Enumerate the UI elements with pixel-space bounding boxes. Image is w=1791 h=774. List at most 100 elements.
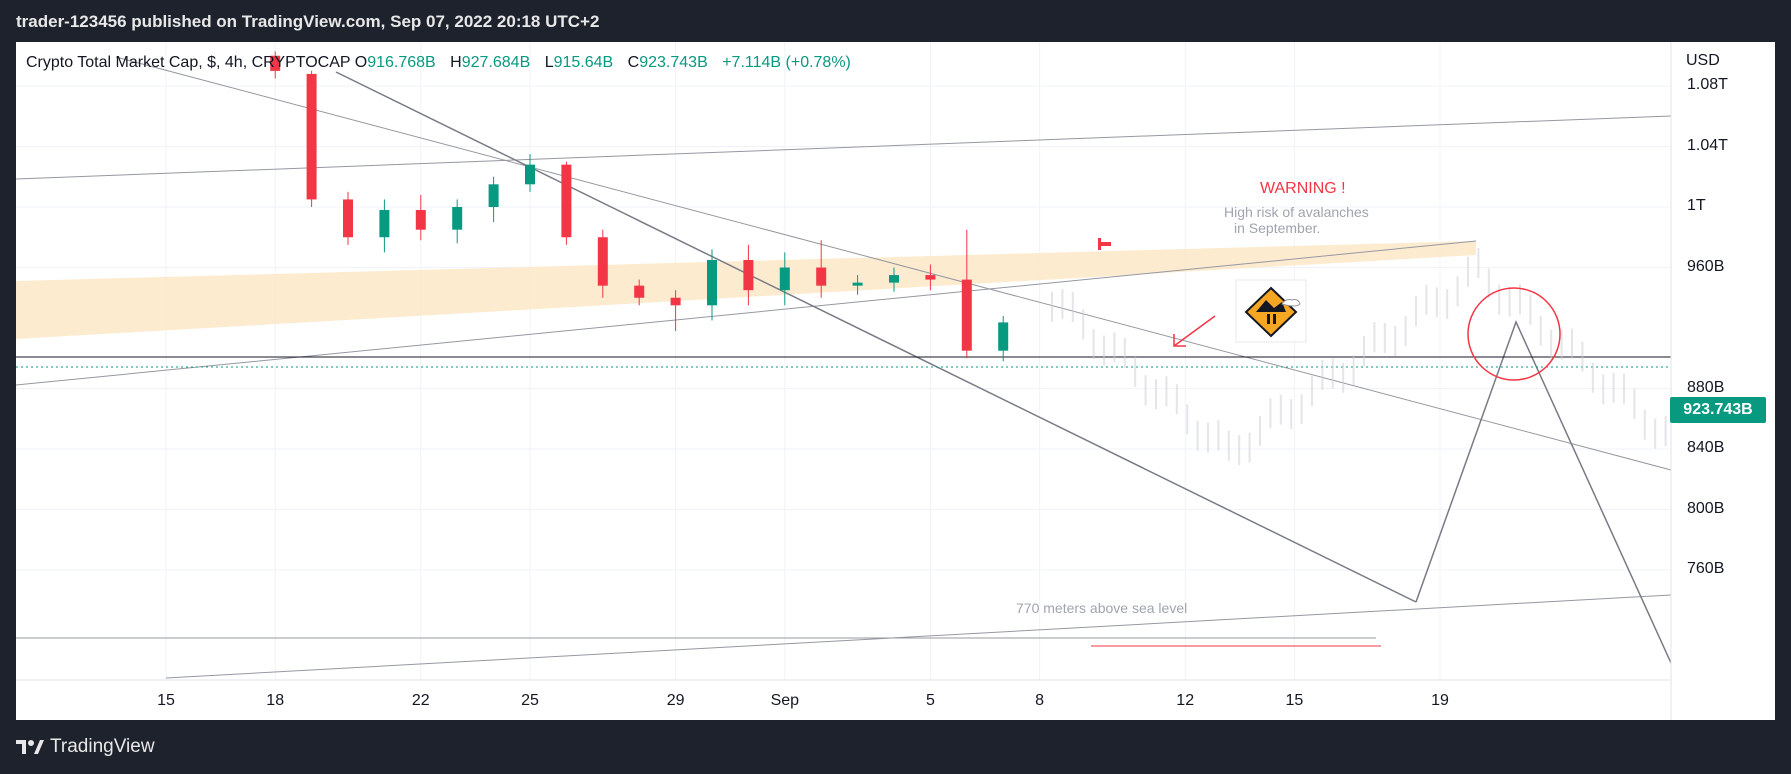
ghost-bar xyxy=(1248,432,1251,463)
ghost-bar xyxy=(1477,247,1480,278)
candle xyxy=(415,194,426,241)
publish-info: trader-123456 published on TradingView.c… xyxy=(16,12,600,31)
red-arrow-icon xyxy=(1173,315,1216,347)
ghost-bar xyxy=(1279,394,1282,425)
ghost-bar xyxy=(1238,435,1241,466)
footer-bar: TradingView xyxy=(0,720,1791,774)
ghost-bar xyxy=(1207,422,1209,453)
ghost-bar xyxy=(1456,276,1459,307)
candle xyxy=(779,252,790,306)
tradingview-logo[interactable]: TradingView xyxy=(16,736,155,758)
candle xyxy=(488,176,499,223)
legend-low-label: L xyxy=(544,54,554,71)
ghost-bar xyxy=(1227,430,1230,461)
ghost-bar xyxy=(1529,294,1532,325)
warning-line-1: High risk of avalanches xyxy=(1224,204,1369,220)
chart-panel[interactable]: Crypto Total Market Cap, $, 4h, CRYPTOCA… xyxy=(16,42,1775,720)
ghost-bar xyxy=(1487,268,1490,299)
ghost-bar xyxy=(1113,332,1116,363)
ghost-bar xyxy=(1196,420,1199,451)
legend-low: 915.64B xyxy=(553,54,614,71)
ghost-bar xyxy=(1550,329,1553,360)
candle xyxy=(306,70,317,207)
price-tick-label: 760B xyxy=(1687,560,1725,577)
warning-title: WARNING ! xyxy=(1260,180,1346,197)
tradingview-logo-icon xyxy=(16,740,44,754)
ghost-bar xyxy=(1300,394,1303,425)
avalanche-warning-sign-icon xyxy=(1235,279,1307,343)
ghost-bar xyxy=(1134,356,1137,387)
ghost-bar xyxy=(1633,388,1636,419)
candle xyxy=(961,229,972,359)
ghost-bar xyxy=(1103,335,1105,366)
chart-canvas[interactable] xyxy=(16,42,1775,720)
ghost-bar xyxy=(1186,404,1189,435)
symbol-legend: Crypto Total Market Cap, $, 4h, CRYPTOCA… xyxy=(26,54,861,72)
candle xyxy=(597,229,608,298)
candle xyxy=(525,154,535,192)
price-tick-label: 800B xyxy=(1687,499,1725,517)
ghost-bar xyxy=(1519,284,1521,315)
legend-close-label: C xyxy=(627,54,640,71)
price-tick-label: 840B xyxy=(1687,439,1725,456)
ghost-bar xyxy=(1061,289,1064,320)
price-tick-label: 960B xyxy=(1687,257,1725,275)
ghost-bar xyxy=(1352,355,1355,386)
flag-marker-icon xyxy=(1098,238,1111,250)
time-tick-label: 5 xyxy=(925,692,935,709)
candle xyxy=(670,290,681,332)
price-tick-label: 1T xyxy=(1687,197,1706,214)
time-tick-label: 19 xyxy=(1431,692,1449,709)
ghost-bar xyxy=(1051,291,1053,322)
ghost-bar xyxy=(1425,284,1428,315)
candle xyxy=(379,199,390,253)
candle xyxy=(343,191,353,245)
time-tick-label: 29 xyxy=(666,692,685,709)
ghost-bar xyxy=(1123,337,1126,368)
time-tick-label: 8 xyxy=(1035,692,1045,709)
ghost-bar xyxy=(1144,375,1147,406)
ghost-bar xyxy=(1071,291,1074,322)
red-circle-marker-icon xyxy=(1467,287,1561,381)
price-tick-label: 1.08T xyxy=(1687,76,1728,93)
warning-text: High risk of avalanches in September. xyxy=(1224,204,1369,236)
candle xyxy=(852,275,863,295)
long-descending-line xyxy=(115,56,1672,471)
legend-change: +7.114B (+0.78%) xyxy=(722,54,851,71)
time-tick-label: 12 xyxy=(1176,692,1195,709)
ghost-bar xyxy=(1092,329,1095,360)
ghost-bar xyxy=(1373,322,1376,353)
ghost-bar xyxy=(1311,375,1313,406)
warning-line-2: in September. xyxy=(1234,220,1321,236)
ghost-bar xyxy=(1415,296,1417,327)
legend-high: 927.684B xyxy=(461,54,531,71)
ghost-bar xyxy=(1643,409,1646,440)
ghost-projection-bars xyxy=(1051,247,1667,466)
price-tick-label: 880B xyxy=(1687,378,1725,396)
ghost-bar xyxy=(1269,398,1272,429)
ghost-bar xyxy=(1539,315,1542,346)
candle xyxy=(707,249,717,321)
ghost-bar xyxy=(1331,358,1334,389)
ghost-bar xyxy=(1612,372,1615,403)
lower-support-line xyxy=(165,594,1672,679)
ghost-bar xyxy=(1259,415,1261,446)
ghost-bar xyxy=(1155,379,1157,410)
ghost-bar xyxy=(1623,373,1625,404)
ghost-bar xyxy=(1165,376,1168,407)
time-tick-label: 15 xyxy=(1285,692,1304,709)
ghost-bar xyxy=(1591,362,1594,393)
candle xyxy=(816,240,827,298)
ghost-bar xyxy=(1321,360,1324,391)
time-tick-label: 22 xyxy=(411,692,430,709)
ghost-bar xyxy=(1217,420,1220,451)
legend-open: 916.768B xyxy=(367,54,436,71)
ghost-bar xyxy=(1467,256,1469,287)
upper-channel-line xyxy=(16,115,1672,180)
projection-path xyxy=(1415,320,1672,664)
candlesticks xyxy=(270,51,1009,362)
time-tick-label: Sep xyxy=(770,692,800,709)
trendlines xyxy=(16,56,1672,679)
ghost-bar xyxy=(1394,326,1397,357)
currency-label: USD xyxy=(1686,52,1720,69)
